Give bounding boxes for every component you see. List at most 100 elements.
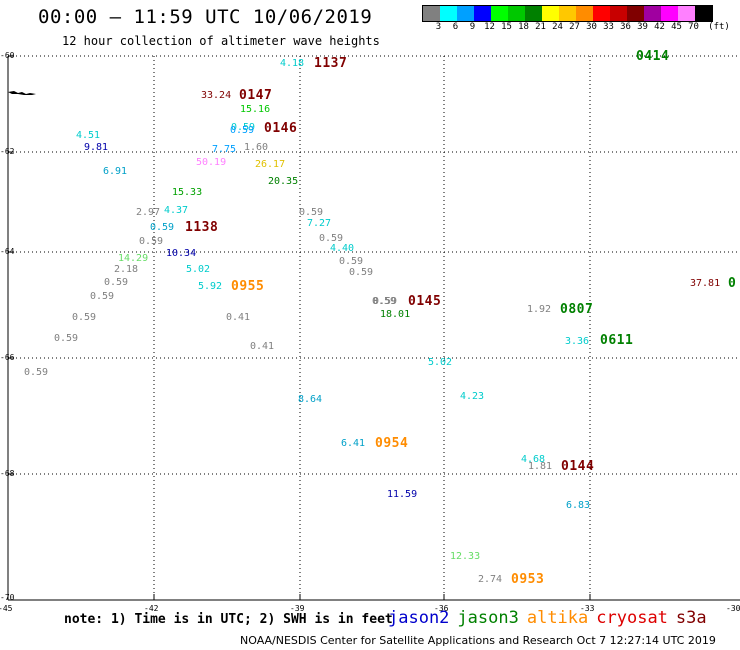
swh-observation: 0.59 — [150, 222, 175, 233]
note-text: note: 1) Time is in UTC; 2) SWH is in fe… — [64, 612, 393, 627]
legend-swatch — [542, 6, 559, 21]
swh-observation: 6.83 — [566, 500, 591, 511]
legend-label: 9 — [469, 22, 476, 32]
swh-observation: 12.33 — [450, 551, 481, 562]
swh-observation: 0.59 — [231, 122, 256, 133]
legend-label: 30 — [586, 22, 597, 32]
swh-observation: 0.59 — [104, 277, 129, 288]
swh-observation: 1.81 — [528, 461, 553, 472]
legend-label: 6 — [452, 22, 459, 32]
swh-observation: 0.59 — [319, 233, 344, 244]
axis-ticks — [8, 55, 591, 600]
swh-observation: 3.36 — [565, 336, 590, 347]
swh-observation: 15.33 — [172, 187, 203, 198]
legend-swatch — [593, 6, 610, 21]
longitude-label: -30 — [726, 604, 740, 613]
swh-observation: 5.02 — [186, 264, 211, 275]
legend-swatch — [423, 6, 440, 21]
gridlines — [8, 55, 740, 600]
legend-swatch — [678, 6, 695, 21]
swh-observation: 0.59 — [24, 367, 49, 378]
legend-swatch — [695, 6, 712, 21]
legend-label: 33 — [603, 22, 614, 32]
swh-observation: 0.59 — [54, 333, 79, 344]
legend-label: 45 — [671, 22, 682, 32]
legend-swatch — [491, 6, 508, 21]
satellite-label: s3a — [675, 608, 707, 628]
pass-time-label: 0146 — [264, 121, 298, 136]
legend-swatch — [457, 6, 474, 21]
swh-observation: 0.59 — [299, 207, 324, 218]
pass-time-label: 1138 — [185, 220, 219, 235]
swh-observation: 0.41 — [250, 341, 275, 352]
swh-observation: 4.18 — [280, 58, 305, 69]
pass-time-label: 0807 — [560, 302, 594, 317]
legend-label: 15 — [501, 22, 512, 32]
legend-label: 42 — [654, 22, 665, 32]
longitude-label: -33 — [580, 604, 595, 613]
legend-label: 36 — [620, 22, 631, 32]
swh-observation: 26.17 — [255, 159, 286, 170]
latitude-label: -70 — [0, 593, 15, 602]
satellite-label: altika — [526, 608, 589, 628]
swh-observation: 4.37 — [164, 205, 189, 216]
swh-observation: 2.74 — [478, 574, 503, 585]
longitude-label: -36 — [434, 604, 449, 613]
pass-time-label: 0147 — [239, 88, 273, 103]
pass-time-label: 0954 — [375, 436, 409, 451]
longitude-label: -39 — [290, 604, 305, 613]
swh-observation: 2.97 — [136, 207, 161, 218]
swh-observation: 7.27 — [307, 218, 332, 229]
swh-observation: 20.35 — [268, 176, 299, 187]
swh-observation: 4.51 — [76, 130, 101, 141]
longitude-label: -45 — [0, 604, 13, 613]
legend-label: 18 — [518, 22, 529, 32]
legend-label: 21 — [535, 22, 546, 32]
satellite-label: cryosat — [596, 608, 668, 628]
latitude-label: -66 — [0, 353, 15, 362]
swh-observation: 2.18 — [114, 264, 139, 275]
pass-time-label: 0145 — [408, 294, 442, 309]
satellite-label: jason3 — [457, 608, 519, 628]
swh-observation: 0.59 — [139, 236, 164, 247]
swh-observation: 1.60 — [244, 142, 269, 153]
swh-observation: 0.59 — [372, 296, 397, 307]
swh-observation: 11.59 — [387, 489, 418, 500]
legend-swatch — [610, 6, 627, 21]
latitude-label: -60 — [0, 51, 15, 60]
pass-time-label: 0611 — [600, 333, 634, 348]
coastline-fragment — [8, 91, 36, 95]
latitude-label: -64 — [0, 247, 15, 256]
swh-observation: 0.41 — [226, 312, 251, 323]
swh-observation: 6.91 — [103, 166, 128, 177]
swh-observation: 0.59 — [339, 256, 364, 267]
swh-observation: 6.41 — [341, 438, 366, 449]
legend-label: 39 — [637, 22, 648, 32]
legend-swatch — [525, 6, 542, 21]
page-subtitle: 12 hour collection of altimeter wave hei… — [62, 34, 380, 48]
swh-observation: 15.16 — [240, 104, 271, 115]
swh-observation: 9.81 — [84, 142, 109, 153]
longitude-label: -42 — [144, 604, 159, 613]
pass-time-label: 0 — [728, 276, 737, 291]
legend-swatch — [661, 6, 678, 21]
swh-observation: 0.59 — [230, 125, 255, 136]
swh-observation: 50.19 — [196, 157, 227, 168]
swh-observation: 4.23 — [460, 391, 485, 402]
pass-time-label: 0953 — [511, 572, 545, 587]
legend-label: 24 — [552, 22, 563, 32]
pass-time-label: 0414 — [636, 49, 670, 64]
swh-observation: 1.92 — [527, 304, 552, 315]
swh-observation: 18.01 — [380, 309, 411, 320]
legend-swatch — [474, 6, 491, 21]
legend-swatch — [559, 6, 576, 21]
swh-observation: 14.29 — [118, 253, 149, 264]
satellite-label: jason2 — [388, 608, 450, 628]
color-legend — [422, 5, 713, 22]
legend-swatch — [440, 6, 457, 21]
legend-swatch — [644, 6, 661, 21]
pass-time-label: 0144 — [561, 459, 595, 474]
page-title: 00:00 — 11:59 UTC 10/06/2019 — [38, 6, 373, 28]
swh-observation: 0.59 — [72, 312, 97, 323]
